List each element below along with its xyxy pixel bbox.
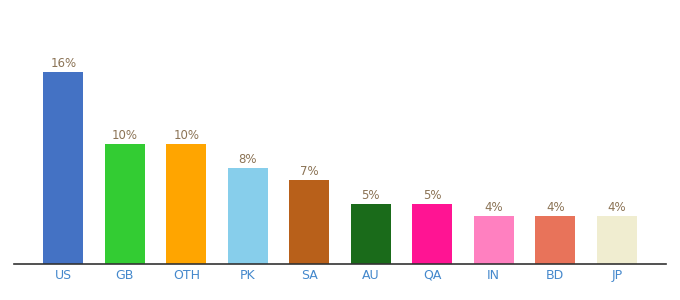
Text: 4%: 4% [546,201,564,214]
Text: 4%: 4% [607,201,626,214]
Bar [597,216,636,264]
Bar [412,204,452,264]
Text: 5%: 5% [362,189,380,202]
Text: 10%: 10% [173,129,199,142]
Bar [351,204,391,264]
Bar [44,72,83,264]
Bar [105,144,145,264]
Bar [167,144,206,264]
Text: 10%: 10% [112,129,138,142]
Bar [535,216,575,264]
Bar [228,168,268,264]
Text: 16%: 16% [50,57,76,70]
Text: 7%: 7% [300,165,318,178]
Text: 8%: 8% [239,153,257,166]
Bar [474,216,513,264]
Bar [289,180,329,264]
Text: 4%: 4% [484,201,503,214]
Text: 5%: 5% [423,189,441,202]
